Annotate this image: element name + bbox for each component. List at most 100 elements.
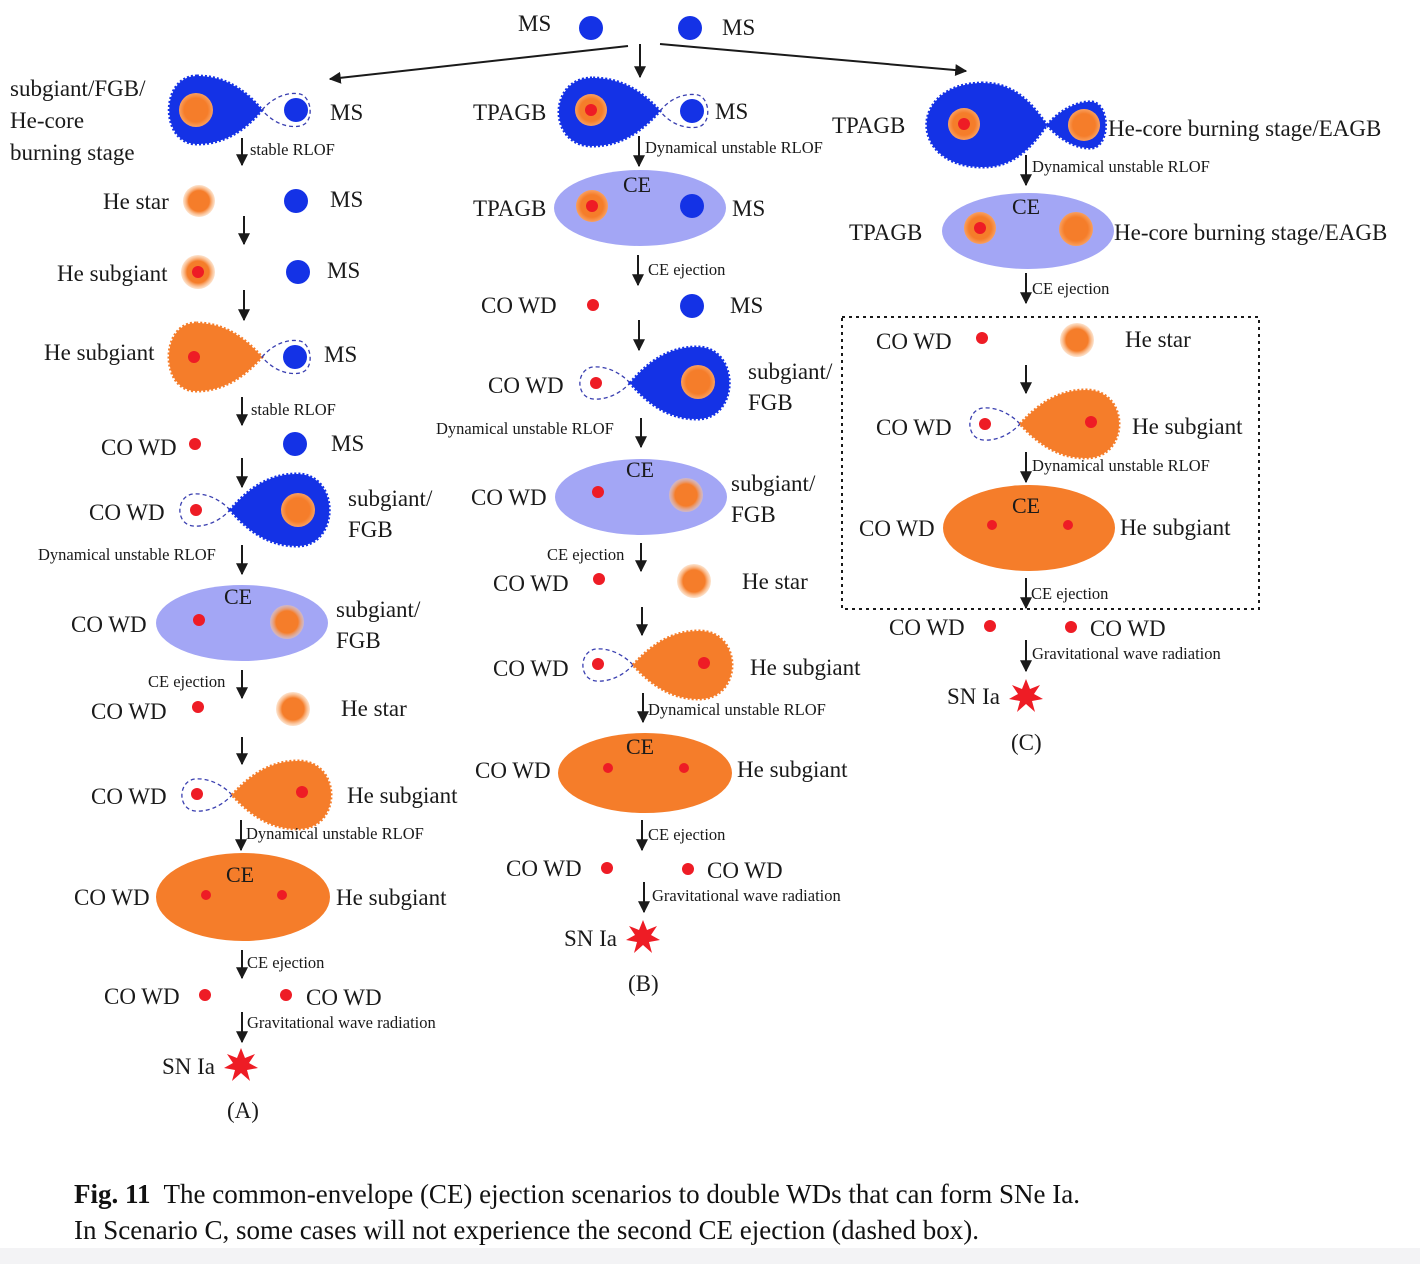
label-co-wd: CO WD — [707, 858, 783, 883]
label-he-subgiant: He subgiant — [44, 340, 155, 365]
he-star-icon — [183, 185, 215, 217]
roche-lobe-orange — [630, 629, 734, 701]
roche-lobe-outline — [181, 778, 233, 812]
label-he-subgiant: He subgiant — [1120, 515, 1231, 540]
he-core-icon — [1068, 109, 1100, 141]
label-he-subgiant: He subgiant — [1132, 414, 1243, 439]
co-wd-icon — [192, 701, 204, 713]
co-wd-icon — [592, 658, 604, 670]
label-co-wd: CO WD — [475, 758, 551, 783]
label-co-wd: CO WD — [74, 885, 150, 910]
label-co-wd: CO WD — [859, 516, 935, 541]
co-wd-icon — [987, 520, 997, 530]
co-wd-icon — [280, 989, 292, 1001]
label-subgiant: subgiant/ — [336, 597, 421, 622]
process-label: Gravitational wave radiation — [1032, 644, 1221, 663]
common-envelope — [156, 585, 328, 661]
label-ms: MS — [324, 342, 357, 367]
label-co-wd: CO WD — [481, 293, 557, 318]
label-subgiant: subgiant/ — [731, 471, 816, 496]
co-wd-icon — [191, 788, 203, 800]
label-co-wd: CO WD — [493, 571, 569, 596]
co-wd-icon — [189, 438, 201, 450]
label-co-wd: CO WD — [89, 500, 165, 525]
label-co-wd: CO WD — [889, 615, 965, 640]
label-fgb: FGB — [731, 502, 776, 527]
roche-lobe-outline — [659, 93, 709, 129]
process-label: Dynamical unstable RLOF — [645, 138, 823, 157]
co-wd-icon — [190, 504, 202, 516]
ms-star-icon — [680, 99, 704, 123]
ms-star-icon — [680, 194, 704, 218]
label-ms: MS — [330, 100, 363, 125]
label-co-wd: CO WD — [101, 435, 177, 460]
common-envelope — [942, 193, 1114, 269]
scenario-c: TPAGB He-core burning stage/EAGB Dynamic… — [832, 81, 1387, 755]
co-wd-icon — [201, 890, 211, 900]
supernova-icon — [626, 920, 660, 953]
label-he-core: He-core — [10, 108, 84, 133]
process-label: Dynamical unstable RLOF — [436, 419, 614, 438]
label-he-star: He star — [103, 189, 169, 214]
label-tpagb: TPAGB — [473, 196, 546, 221]
process-label: Gravitational wave radiation — [247, 1013, 436, 1032]
ce-label: CE — [626, 457, 654, 482]
label-fgb: FGB — [348, 517, 393, 542]
label-he-subgiant: He subgiant — [336, 885, 447, 910]
co-wd-icon — [682, 863, 694, 875]
he-star-icon — [677, 564, 711, 598]
co-core-icon — [1085, 416, 1097, 428]
top-ms-left-label: MS — [518, 11, 551, 36]
label-ms: MS — [715, 99, 748, 124]
ms-star-icon — [286, 260, 310, 284]
top-ms-right-label: MS — [722, 15, 755, 40]
process-label: CE ejection — [148, 672, 225, 691]
co-wd-icon — [603, 763, 613, 773]
scenario-caption: (C) — [1011, 730, 1042, 755]
label-sn-ia: SN Ia — [564, 926, 617, 951]
caption-line-2: In Scenario C, some cases will not exper… — [74, 1215, 979, 1245]
roche-lobe-orange — [167, 321, 265, 393]
ms-star-icon — [284, 189, 308, 213]
supernova-icon — [1009, 679, 1043, 712]
common-envelope — [558, 733, 732, 813]
label-co-wd: CO WD — [91, 699, 167, 724]
label-ms: MS — [330, 187, 363, 212]
co-core-icon — [958, 118, 970, 130]
roche-lobe-outline — [969, 407, 1021, 441]
he-core-icon — [281, 493, 315, 527]
roche-lobe-outline — [261, 339, 311, 375]
label-ms: MS — [732, 196, 765, 221]
label-he-star: He star — [742, 569, 808, 594]
process-label: CE ejection — [547, 545, 624, 564]
process-label: CE ejection — [648, 825, 725, 844]
roche-lobe-outline — [582, 648, 634, 682]
co-core-icon — [974, 222, 986, 234]
ce-label: CE — [1012, 493, 1040, 518]
label-he-core-eagb: He-core burning stage/EAGB — [1114, 220, 1387, 245]
label-he-subgiant: He subgiant — [347, 783, 458, 808]
ms-star-icon — [283, 345, 307, 369]
process-label: Dynamical unstable RLOF — [648, 700, 826, 719]
supernova-icon — [224, 1048, 258, 1081]
common-envelope — [555, 459, 727, 535]
roche-lobe-blue — [227, 472, 331, 548]
label-co-wd: CO WD — [876, 415, 952, 440]
label-he-subgiant: He subgiant — [57, 261, 168, 286]
label-co-wd: CO WD — [471, 485, 547, 510]
caption-line-1: Fig. 11 The common-envelope (CE) ejectio… — [74, 1176, 1394, 1212]
ce-label: CE — [1012, 194, 1040, 219]
co-core-icon — [586, 200, 598, 212]
ms-star-icon — [678, 16, 702, 40]
roche-lobe-outline — [261, 92, 311, 128]
label-he-star: He star — [1125, 327, 1191, 352]
co-core-icon — [585, 104, 597, 116]
label-ms: MS — [730, 293, 763, 318]
co-wd-icon — [592, 486, 604, 498]
label-ms: MS — [327, 258, 360, 283]
label-co-wd: CO WD — [104, 984, 180, 1009]
ms-star-icon — [283, 432, 307, 456]
co-wd-icon — [984, 620, 996, 632]
process-label: stable RLOF — [251, 400, 336, 419]
co-wd-icon — [601, 862, 613, 874]
